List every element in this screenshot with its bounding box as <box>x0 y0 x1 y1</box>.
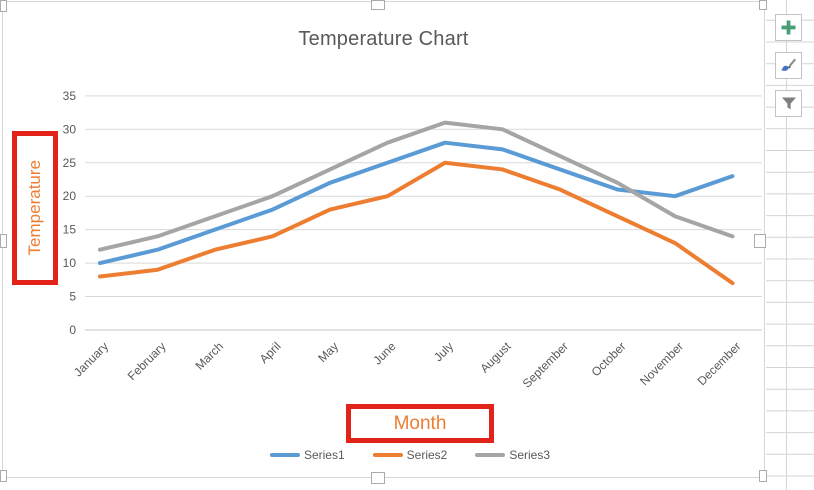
funnel-icon <box>781 97 796 110</box>
selection-handle-top-left[interactable] <box>0 0 7 12</box>
x-tick-label: January <box>71 339 111 379</box>
selection-handle-bottom[interactable] <box>371 472 385 484</box>
chart-elements-button[interactable] <box>775 14 802 41</box>
y-axis-title[interactable]: Temperature <box>25 160 44 256</box>
selection-handle-right[interactable] <box>754 234 766 248</box>
legend-swatch <box>475 453 506 457</box>
legend-item-series2[interactable]: Series2 <box>372 448 448 462</box>
x-tick-label: October <box>589 339 629 379</box>
series3-line[interactable] <box>98 120 735 252</box>
x-tick-label: May <box>315 339 341 365</box>
series2-line[interactable] <box>98 160 735 286</box>
brush-icon <box>781 58 796 71</box>
y-tick-label: 5 <box>69 290 76 304</box>
chart-filters-button[interactable] <box>775 90 802 117</box>
x-axis-title-highlight-box: Month <box>346 404 494 443</box>
series1-line[interactable] <box>98 140 735 266</box>
selection-handle-bottom-left[interactable] <box>0 470 7 482</box>
selection-handle-top[interactable] <box>371 0 385 10</box>
selection-handle-bottom-right[interactable] <box>759 470 767 482</box>
x-tick-label: August <box>477 339 514 376</box>
x-tick-label: June <box>370 339 399 368</box>
legend-swatch <box>269 453 300 457</box>
x-tick-label: September <box>520 339 571 390</box>
x-axis-title[interactable]: Month <box>393 412 447 434</box>
y-tick-label: 20 <box>63 189 77 203</box>
selection-handle-left[interactable] <box>0 234 7 248</box>
chart-object[interactable]: 0 5 10 15 20 25 30 35 January February March April M… <box>2 1 765 478</box>
x-tick-label: February <box>125 339 169 383</box>
y-tick-label: 0 <box>69 323 76 337</box>
legend-item-series3[interactable]: Series3 <box>475 448 550 462</box>
plus-icon <box>781 20 796 35</box>
chart-legend: Series1 Series2 Series3 <box>256 448 564 462</box>
y-tick-label: 30 <box>63 122 77 136</box>
legend-swatch <box>372 453 403 457</box>
chart-title[interactable]: Temperature Chart <box>298 28 469 50</box>
x-tick-label: November <box>637 339 686 388</box>
y-tick-label: 15 <box>63 223 77 237</box>
y-tick-label: 35 <box>63 89 77 103</box>
y-tick-label: 10 <box>63 256 77 270</box>
x-tick-label: March <box>193 339 226 372</box>
y-axis-title-highlight-box: Temperature <box>12 131 58 285</box>
legend-label: Series1 <box>303 448 345 462</box>
selection-handle-top-right[interactable] <box>759 0 767 10</box>
x-tick-label: April <box>257 339 284 366</box>
legend-label: Series3 <box>509 448 551 462</box>
legend-item-series1[interactable]: Series1 <box>269 448 345 462</box>
legend-label: Series2 <box>406 448 448 462</box>
chart-styles-button[interactable] <box>775 52 802 79</box>
chart-plot-area: 0 5 10 15 20 25 30 35 January February March April M… <box>63 89 762 391</box>
x-tick-label: July <box>431 339 456 364</box>
y-tick-label: 25 <box>63 156 77 170</box>
x-tick-label: December <box>695 339 744 388</box>
